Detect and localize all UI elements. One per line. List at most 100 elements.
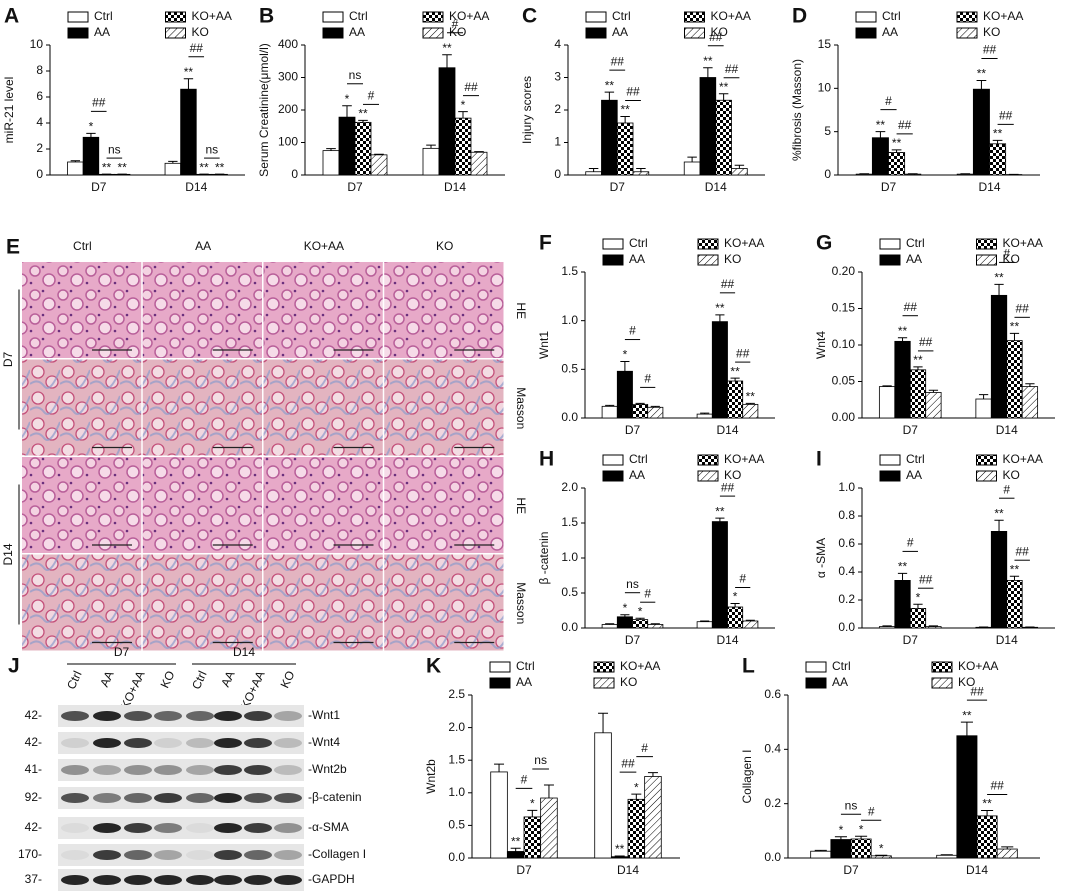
- y-axis-label: Collagen I: [740, 749, 754, 803]
- significance-star: *: [879, 841, 884, 855]
- error-bar: [981, 809, 994, 816]
- protein-label: -Wnt4: [308, 735, 340, 749]
- error-bar: [928, 625, 939, 627]
- bar: [925, 626, 942, 629]
- error-bar: [527, 809, 538, 817]
- blot-band: [93, 850, 121, 860]
- y-tick-label: 2.0: [561, 480, 578, 494]
- blot-band: [186, 823, 214, 833]
- legend-swatch: [489, 677, 511, 689]
- x-tick-label: D14: [705, 180, 727, 194]
- blot-band: [186, 793, 214, 803]
- legend-swatch: [879, 470, 901, 482]
- day-label: D14: [1, 543, 15, 565]
- blot-band: [93, 793, 121, 803]
- error-bar: [1009, 332, 1020, 341]
- blot-band: [244, 793, 272, 803]
- legend-label: AA: [832, 675, 848, 689]
- bar: [850, 838, 872, 859]
- bar: [644, 776, 662, 859]
- bar: [810, 850, 832, 859]
- error-bar: [605, 623, 615, 625]
- bar: [322, 150, 340, 176]
- comparison-label: ##: [1016, 301, 1030, 315]
- comparison-label: ##: [190, 41, 204, 55]
- y-tick-label: 2.0: [448, 720, 465, 734]
- significance-star: **: [913, 353, 923, 367]
- bar: [616, 616, 633, 629]
- error-bar: [358, 119, 368, 123]
- error-bar: [745, 619, 755, 621]
- legend-label: AA: [906, 252, 922, 266]
- error-bar: [960, 721, 973, 736]
- blot-band: [244, 850, 272, 860]
- y-tick-label: 0.10: [832, 337, 856, 351]
- bar: [956, 173, 974, 176]
- significance-star: **: [199, 160, 209, 174]
- blot-band: [61, 765, 89, 775]
- significance-star: **: [715, 301, 725, 315]
- y-axis-label: β -catenin: [537, 532, 551, 585]
- significance-star: **: [962, 708, 972, 722]
- bar: [975, 398, 992, 419]
- legend-swatch: [855, 11, 877, 23]
- comparison-label: #: [629, 324, 636, 338]
- y-tick-label: 1.0: [448, 785, 465, 799]
- legend-label: Ctrl: [906, 452, 925, 466]
- significance-star: *: [916, 590, 921, 604]
- blot-band: [214, 823, 242, 833]
- micrograph: [142, 359, 262, 456]
- blot-band: [154, 765, 182, 775]
- panel-label: A: [4, 5, 19, 28]
- significance-star: **: [442, 41, 452, 55]
- y-tick-label: 1.0: [561, 313, 578, 327]
- x-tick-label: D14: [716, 633, 738, 647]
- bar: [727, 380, 744, 419]
- legend-swatch: [684, 11, 705, 23]
- blot-band: [244, 711, 272, 721]
- bar: [742, 403, 759, 419]
- bar: [523, 816, 542, 859]
- error-bar: [543, 784, 554, 799]
- error-bar: [855, 835, 868, 839]
- blot-band: [186, 711, 214, 721]
- legend-swatch: [602, 254, 624, 266]
- blot-band: [274, 711, 302, 721]
- bar: [871, 137, 889, 176]
- bar: [990, 531, 1008, 629]
- error-bar: [604, 91, 615, 101]
- comparison-label: ##: [1016, 544, 1030, 558]
- y-tick-label: 0.0: [561, 620, 578, 634]
- y-axis-label: Wnt2b: [424, 759, 438, 794]
- significance-star: **: [746, 390, 756, 404]
- group-label: D7: [114, 645, 130, 659]
- bar: [370, 154, 388, 176]
- y-tick-label: 1.5: [448, 752, 465, 766]
- legend-swatch: [585, 11, 607, 23]
- micrograph: [142, 262, 262, 358]
- x-tick-label: D14: [996, 633, 1018, 647]
- blot-band: [93, 875, 121, 885]
- y-tick-label: 0.00: [832, 410, 856, 424]
- x-tick-label: D7: [881, 180, 897, 194]
- bar: [855, 173, 873, 176]
- blot-band: [154, 850, 182, 860]
- legend-label: AA: [882, 25, 898, 39]
- error-bar: [86, 132, 96, 138]
- legend-swatch: [422, 11, 444, 23]
- bar: [594, 732, 612, 859]
- legend-swatch: [697, 254, 719, 266]
- blot-band: [274, 793, 302, 803]
- error-bar: [882, 625, 892, 627]
- blot-band: [61, 875, 89, 885]
- blot-band: [244, 823, 272, 833]
- y-tick-label: 15: [818, 37, 832, 51]
- comparison-label: ns: [845, 798, 858, 812]
- protein-label: -β-catenin: [308, 790, 362, 804]
- y-tick-label: 1.0: [838, 480, 855, 494]
- significance-star: *: [623, 601, 628, 615]
- legend-label: KO+AA: [620, 659, 660, 673]
- comparison-label: ns: [108, 142, 121, 156]
- y-tick-label: 1.0: [561, 550, 578, 564]
- significance-star: **: [898, 324, 908, 338]
